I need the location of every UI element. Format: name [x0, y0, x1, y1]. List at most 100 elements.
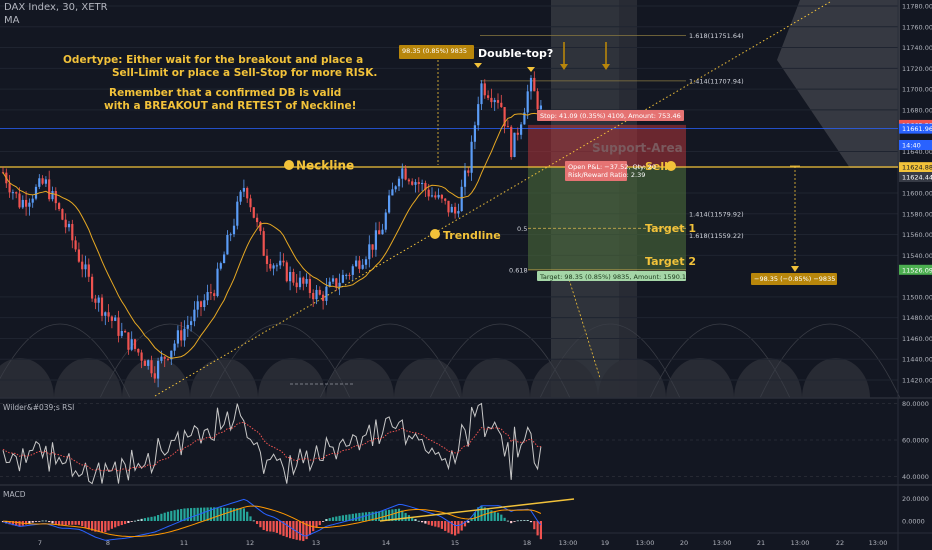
candle-body [269, 263, 272, 269]
candle-body [477, 104, 480, 126]
candle-body [282, 260, 285, 263]
fib-label: 1.414(11579.92) [689, 210, 744, 218]
cycle-arc [734, 358, 802, 398]
price-tag-text: 11661.96 [902, 125, 932, 133]
candle-body [305, 278, 308, 284]
macd-histogram-bar [526, 520, 529, 521]
y-tick-label: 11460.00 [902, 335, 932, 343]
macd-histogram-bar [117, 521, 120, 527]
macd-histogram-bar [44, 520, 47, 522]
candle-body [368, 244, 371, 260]
candle-body [137, 348, 140, 353]
candle-body [8, 183, 11, 193]
y-tick-label: 11780.00 [902, 3, 932, 11]
macd-histogram-bar [150, 516, 153, 521]
price-tag [899, 264, 932, 275]
candle-body [533, 77, 536, 92]
candle-body [520, 124, 523, 135]
macd-histogram-bar [473, 512, 476, 521]
candle-body [345, 274, 348, 276]
macd-histogram-bar [262, 521, 265, 530]
candle-body [94, 298, 97, 303]
x-tick-label: 21 [757, 539, 765, 547]
note-line-4: with a BREAKOUT and RETEST of Neckline! [104, 100, 357, 112]
macd-histogram-bar [153, 516, 156, 521]
price-tag [899, 172, 932, 182]
candle-body [315, 289, 318, 300]
target-box [537, 271, 686, 281]
y-tick-label: 11760.00 [902, 23, 932, 31]
measure-text: −98.35 (−0.85%) −9835 [754, 275, 835, 283]
macd-histogram-bar [417, 520, 420, 522]
macd-histogram-bar [503, 517, 506, 521]
macd-histogram-bar [437, 521, 440, 528]
candle-body [424, 182, 427, 190]
stop-zone [528, 124, 686, 168]
cycle-arc [462, 358, 530, 398]
candle-body [209, 292, 212, 294]
fib-label: 0.5 [517, 225, 527, 233]
rsi-tick-label: 80.0000 [902, 400, 929, 408]
candle-body [411, 181, 414, 185]
macd-histogram-bar [160, 513, 163, 521]
macd-histogram-bar [157, 514, 160, 521]
candle-body [100, 297, 104, 316]
support-area-label: Support-Area [592, 141, 683, 155]
candle-body [536, 91, 539, 110]
macd-histogram-bar [520, 520, 523, 522]
macd-histogram-bar [444, 521, 447, 531]
macd-histogram-bar [480, 505, 483, 521]
candle-body [460, 186, 463, 212]
cycle-arc [394, 358, 462, 398]
macd-tick-label: 20.0000 [902, 495, 929, 503]
candle-body [84, 264, 87, 270]
candle-body [242, 187, 245, 192]
candle-body [91, 276, 94, 299]
candle-body [510, 126, 513, 157]
fib-label: 1.414(11707.94) [689, 77, 744, 85]
macd-histogram-bar [397, 508, 401, 521]
candle-body [176, 330, 179, 344]
macd-histogram-bar [74, 521, 77, 525]
macd-histogram-bar [94, 521, 97, 532]
cycle-arc [326, 358, 394, 398]
cycle-curve [319, 323, 461, 399]
macd-histogram-bar [289, 521, 292, 539]
macd-histogram-bar [295, 521, 298, 540]
candle-body [219, 263, 222, 269]
x-tick-label: 22 [836, 539, 844, 547]
sell-label: Sell [645, 160, 668, 173]
macd-histogram-bar [104, 521, 107, 533]
macd-histogram-bar [378, 511, 381, 521]
macd-histogram-bar [236, 508, 239, 521]
candle-body [374, 230, 377, 250]
stop-text: Stop: 41.09 (0.35%) 4109, Amount: 753.46 [540, 112, 681, 120]
candle-body [529, 77, 533, 92]
cycle-arc [598, 358, 666, 398]
macd-histogram-bar [371, 511, 374, 521]
candle-body [358, 260, 361, 269]
x-tick-label: 18 [523, 539, 531, 547]
macd-histogram-bar [430, 521, 434, 526]
macd-histogram-bar [292, 521, 295, 540]
macd-divergence-line [379, 498, 575, 522]
candle-body [236, 201, 239, 226]
macd-histogram-bar [516, 520, 519, 522]
candle-body [391, 189, 394, 196]
macd-histogram-bar [58, 521, 61, 526]
candle-body [493, 100, 496, 103]
macd-histogram-bar [411, 517, 414, 521]
cycle-arc [530, 358, 598, 398]
macd-histogram-bar [279, 521, 282, 535]
y-tick-label: 11500.00 [902, 293, 932, 301]
cycle-curve [649, 323, 791, 399]
cycle-curve [99, 323, 241, 399]
macd-histogram-bar [87, 521, 90, 530]
candle-body [104, 312, 107, 316]
note-line-3: Remember that a confirmed DB is valid [109, 87, 342, 99]
candle-body [196, 301, 199, 310]
cycle-curve [429, 323, 571, 399]
x-tick-label: 11 [180, 539, 188, 547]
candle-body [417, 182, 420, 185]
macd-histogram-bar [513, 521, 516, 522]
